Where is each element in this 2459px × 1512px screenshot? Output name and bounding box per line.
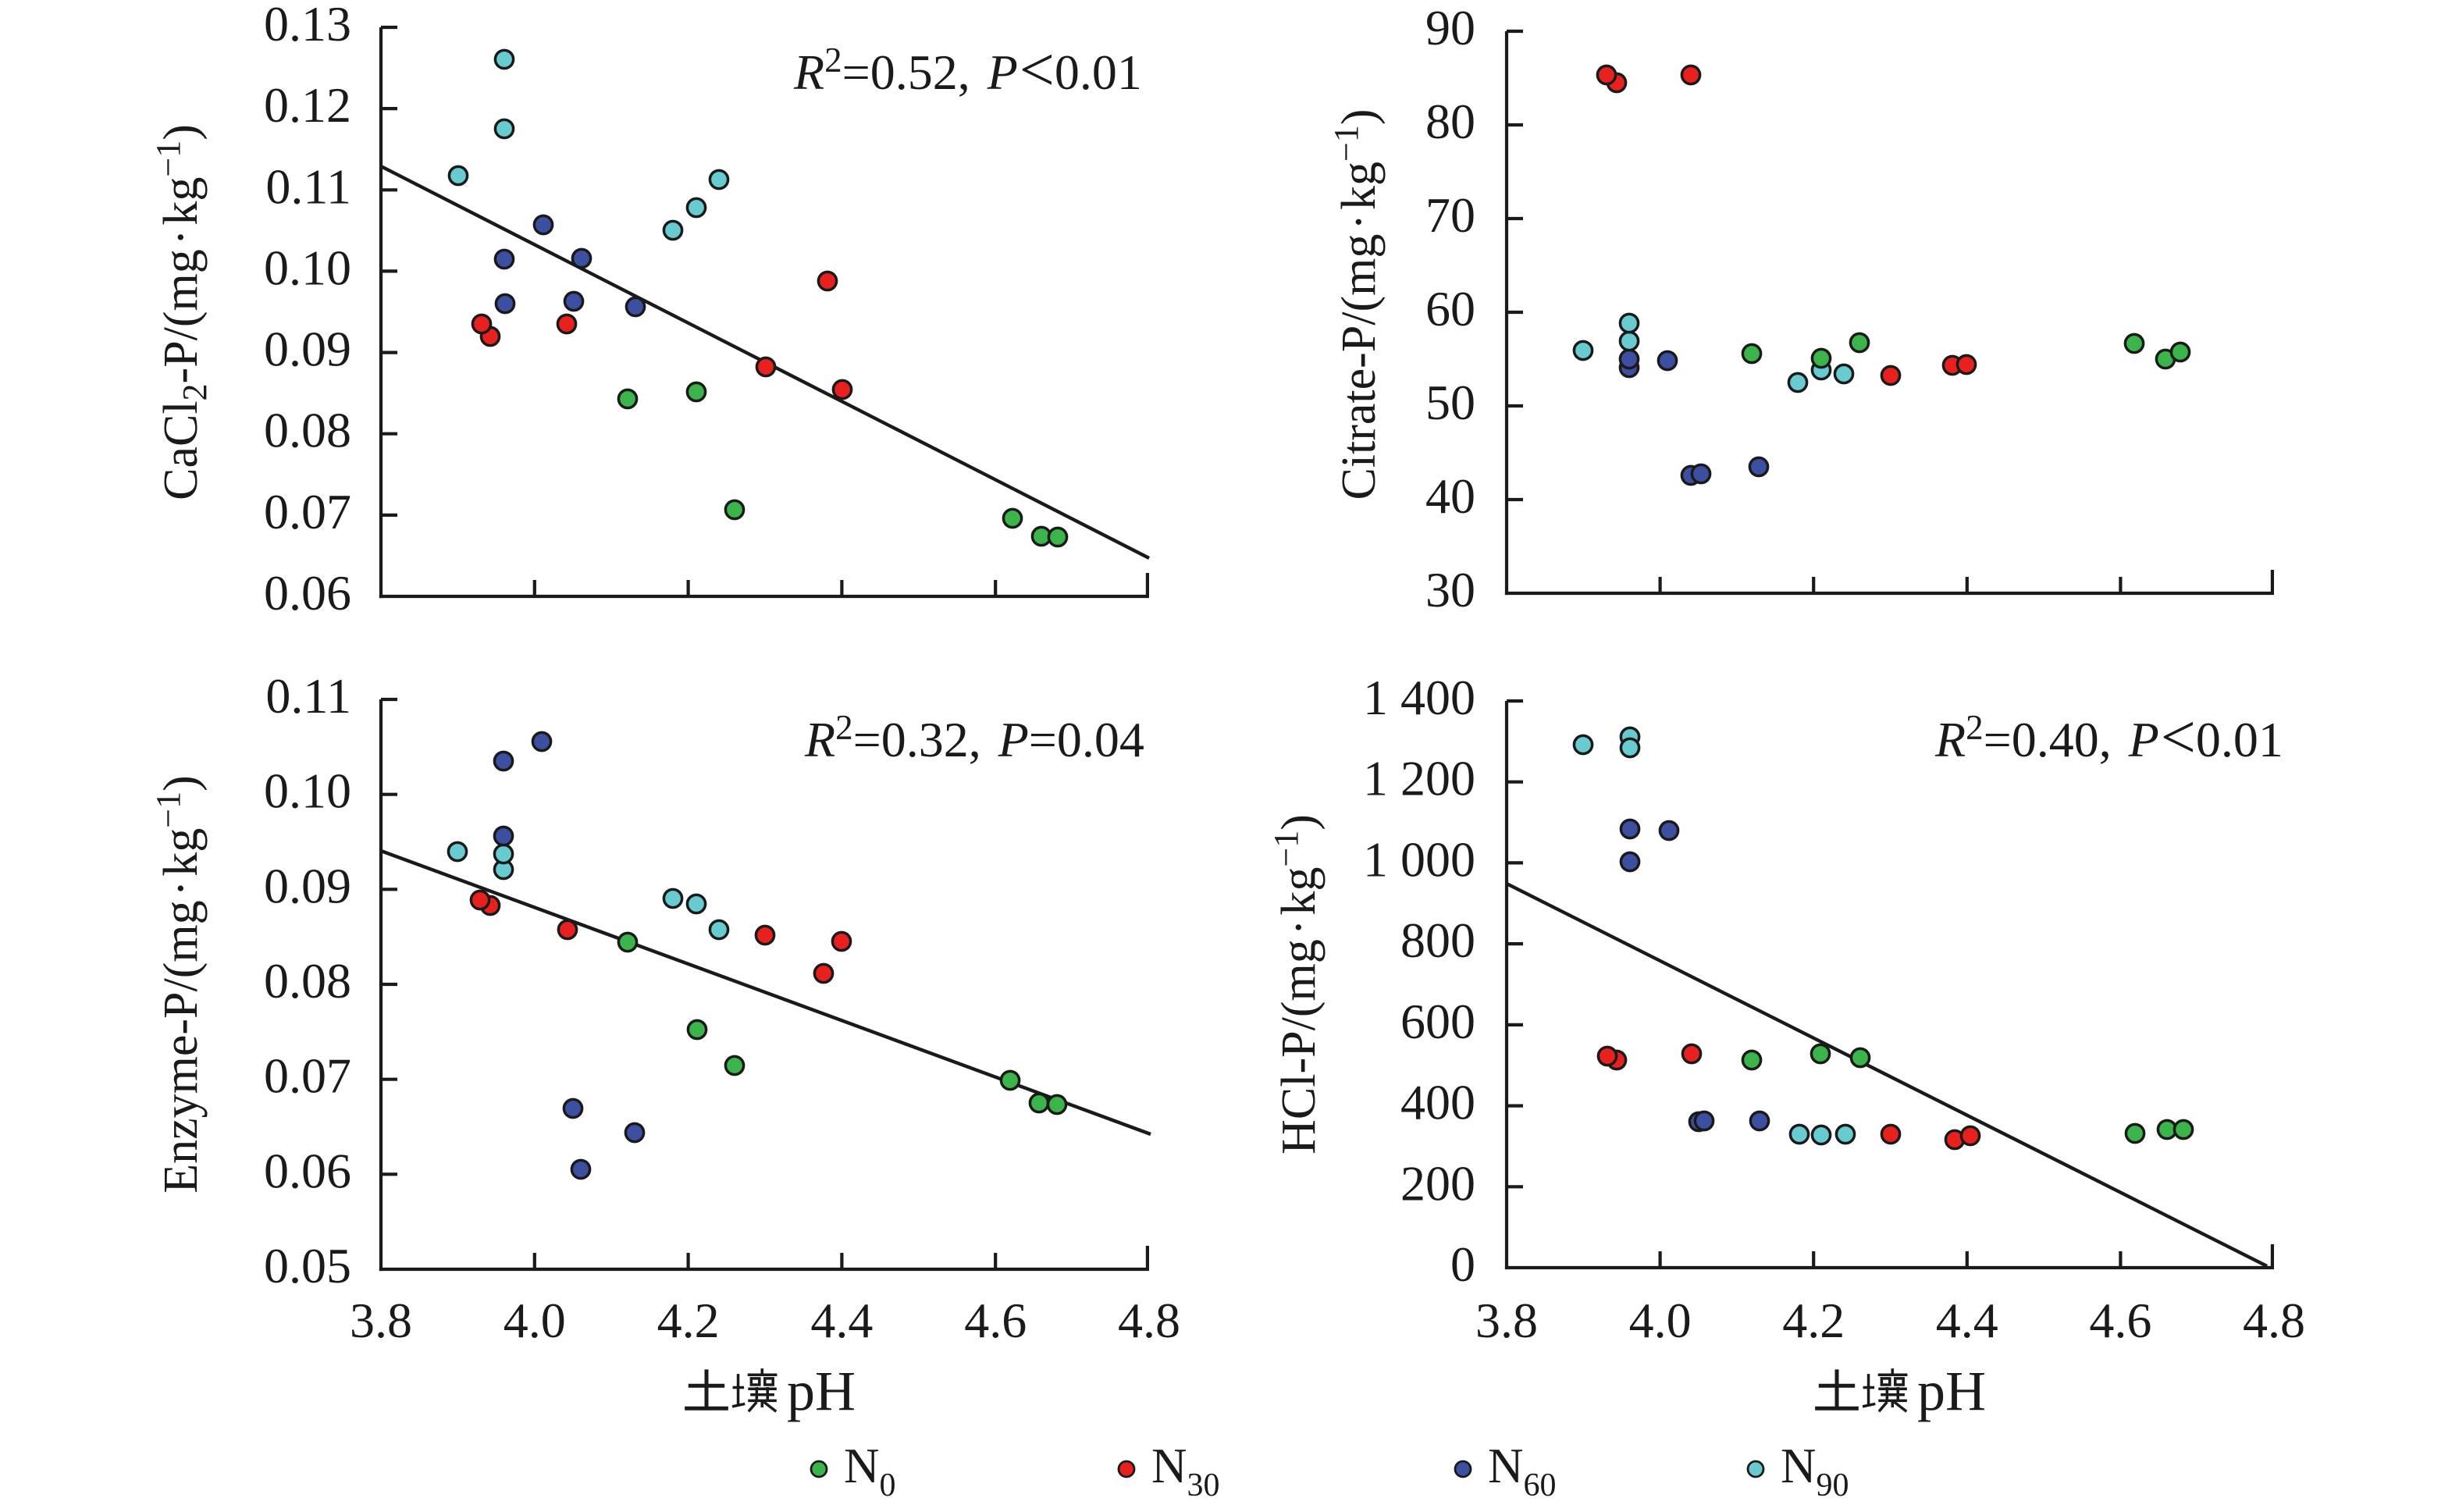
- svg-text:0.07: 0.07: [264, 1048, 351, 1104]
- svg-text:70: 70: [1425, 187, 1475, 243]
- svg-text:R2=0.32, P=0.04: R2=0.32, P=0.04: [804, 708, 1144, 767]
- svg-text:90: 90: [1425, 0, 1475, 55]
- svg-text:0: 0: [1450, 1236, 1475, 1292]
- svg-text:4.8: 4.8: [1118, 1293, 1180, 1348]
- svg-text:4.2: 4.2: [657, 1293, 720, 1348]
- svg-text:0.05: 0.05: [264, 1238, 351, 1293]
- svg-text:40: 40: [1425, 468, 1475, 524]
- svg-text:0.07: 0.07: [264, 484, 351, 539]
- svg-text:Citrate-P/(mg·kg−1): Citrate-P/(mg·kg−1): [1327, 109, 1386, 500]
- svg-text:4.6: 4.6: [2089, 1293, 2151, 1348]
- svg-text:0.09: 0.09: [264, 858, 351, 913]
- svg-text:0.10: 0.10: [264, 240, 351, 295]
- svg-text:0.13: 0.13: [264, 0, 351, 52]
- svg-text:R2=0.40, P<0.01: R2=0.40, P<0.01: [1934, 703, 2283, 772]
- svg-text:200: 200: [1400, 1155, 1475, 1211]
- svg-text:0.06: 0.06: [264, 1143, 351, 1198]
- svg-text:4.0: 4.0: [1629, 1293, 1692, 1348]
- svg-text:pH: pH: [1917, 1360, 1986, 1422]
- svg-text:Enzyme-P/(mg·kg−1): Enzyme-P/(mg·kg−1): [149, 775, 208, 1194]
- svg-text:4.8: 4.8: [2243, 1293, 2305, 1348]
- svg-text:400: 400: [1400, 1075, 1475, 1130]
- svg-text:0.06: 0.06: [264, 565, 351, 621]
- svg-text:4.4: 4.4: [810, 1293, 873, 1348]
- svg-text:0.08: 0.08: [264, 403, 351, 458]
- svg-text:3.8: 3.8: [350, 1293, 412, 1348]
- svg-text:4.0: 4.0: [504, 1293, 566, 1348]
- svg-text:CaCl2-P/(mg·kg−1): CaCl2-P/(mg·kg−1): [149, 124, 214, 500]
- svg-text:4.2: 4.2: [1782, 1293, 1845, 1348]
- svg-text:0.10: 0.10: [264, 763, 351, 819]
- svg-text:600: 600: [1400, 994, 1475, 1049]
- svg-text:80: 80: [1425, 94, 1475, 149]
- svg-text:0.12: 0.12: [264, 77, 351, 133]
- svg-text:HCl-P/(mg·kg−1): HCl-P/(mg·kg−1): [1267, 814, 1326, 1154]
- svg-text:3.8: 3.8: [1475, 1293, 1538, 1348]
- svg-text:0.11: 0.11: [265, 668, 351, 724]
- svg-text:N30: N30: [1151, 1439, 1220, 1503]
- svg-text:30: 30: [1425, 562, 1475, 617]
- svg-text:0.09: 0.09: [264, 322, 351, 377]
- svg-text:4.4: 4.4: [1936, 1293, 1998, 1348]
- svg-text:0.11: 0.11: [265, 158, 351, 214]
- svg-text:60: 60: [1425, 281, 1475, 336]
- svg-text:1 000: 1 000: [1363, 831, 1475, 887]
- svg-text:4.6: 4.6: [964, 1293, 1027, 1348]
- svg-text:pH: pH: [787, 1360, 856, 1422]
- svg-text:0.08: 0.08: [264, 953, 351, 1009]
- svg-text:1 400: 1 400: [1363, 670, 1475, 725]
- svg-text:R2=0.52, P<0.01: R2=0.52, P<0.01: [793, 36, 1142, 105]
- svg-text:800: 800: [1400, 913, 1475, 968]
- svg-text:50: 50: [1425, 375, 1475, 430]
- svg-text:1 200: 1 200: [1363, 751, 1475, 806]
